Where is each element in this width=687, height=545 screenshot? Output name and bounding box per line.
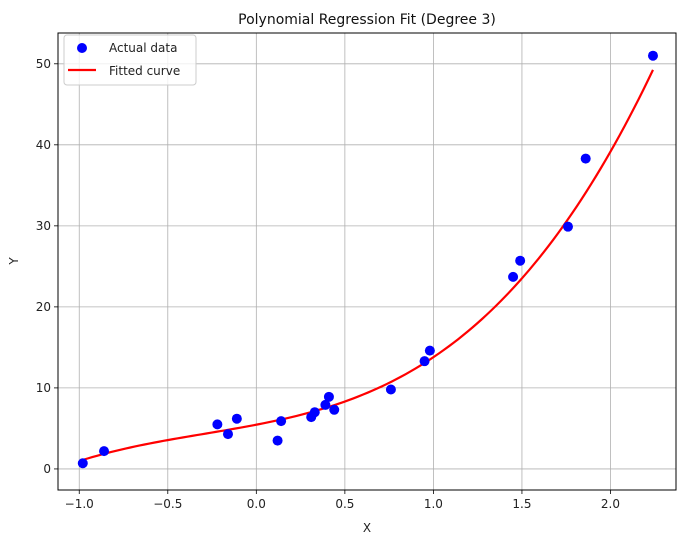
y-tick-label: 40	[36, 138, 51, 152]
x-tick-label: −1.0	[65, 497, 94, 511]
data-point	[309, 407, 320, 418]
scatter-points-layer	[77, 50, 658, 469]
x-axis-label: X	[363, 521, 371, 535]
data-point	[212, 419, 223, 430]
y-axis-label: Y	[7, 257, 21, 266]
data-point	[323, 391, 334, 402]
x-tick-label: 0.0	[247, 497, 266, 511]
fitted-curve-layer	[82, 69, 654, 462]
y-tick-label: 30	[36, 219, 51, 233]
data-point	[515, 255, 526, 266]
y-tick-label: 10	[36, 381, 51, 395]
y-tick-label: 20	[36, 300, 51, 314]
legend-label-fitted-curve: Fitted curve	[109, 64, 180, 78]
data-point	[77, 458, 88, 469]
y-tick-label: 50	[36, 57, 51, 71]
plot-frame	[57, 32, 677, 491]
data-point	[272, 435, 283, 446]
legend-marker-actual-data	[77, 43, 87, 53]
data-point	[424, 345, 435, 356]
data-point	[231, 413, 242, 424]
x-tick-label: 0.5	[335, 497, 354, 511]
x-tick-label: 1.5	[512, 497, 531, 511]
legend: Actual data Fitted curve	[63, 34, 197, 86]
fitted-curve-line	[82, 69, 654, 462]
data-point	[222, 429, 233, 440]
legend-label-actual-data: Actual data	[109, 41, 177, 55]
y-tick-label: 0	[43, 462, 51, 476]
data-point	[276, 416, 287, 427]
x-tick-label: 1.0	[424, 497, 443, 511]
data-point	[329, 404, 340, 415]
data-point	[647, 50, 658, 61]
data-point	[580, 153, 591, 164]
grid	[58, 33, 676, 490]
data-point	[320, 399, 331, 410]
data-point	[99, 446, 110, 457]
data-point	[419, 356, 430, 367]
chart-title: Polynomial Regression Fit (Degree 3)	[238, 12, 496, 28]
x-tick-label: 2.0	[601, 497, 620, 511]
x-tick-label: −0.5	[153, 497, 182, 511]
legend-box	[63, 34, 197, 86]
data-point	[562, 221, 573, 232]
data-point	[508, 271, 519, 282]
ticks: −1.0 −0.5 0.0 0.5 1.0 1.5 2.0 0 10 20 30 40 50	[36, 57, 620, 511]
data-point	[385, 384, 396, 395]
